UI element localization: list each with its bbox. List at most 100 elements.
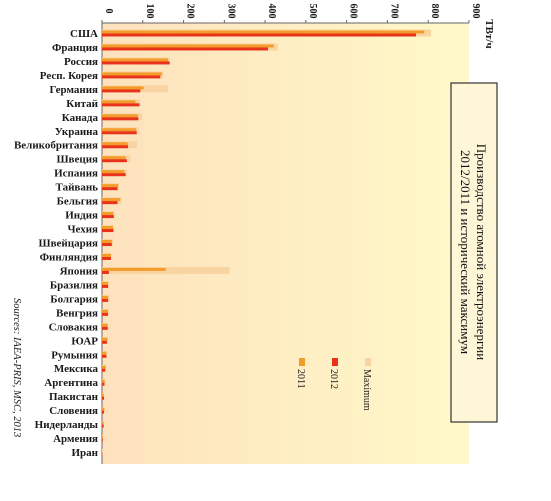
bar-2011 [102,86,144,89]
bar-2011 [102,44,274,47]
bar-2012 [102,355,106,358]
bar-2012 [102,299,108,302]
bar-2011 [102,422,104,425]
bar-2011 [102,380,104,383]
legend-label: 2012 [328,369,339,389]
bar-2012 [102,341,107,344]
legend-swatch [332,358,338,366]
bar-2011 [102,72,162,75]
bar-2012 [102,285,108,288]
x-tick-label: 300 [225,4,236,19]
source-note: Sources: IAEA-PRIS, MSC, 2013 [11,298,22,437]
x-tick-label: 0 [103,9,114,14]
bar-2012 [102,75,160,78]
category-label: Финляндия [40,251,98,263]
bar-2012 [102,215,114,218]
bar-2011 [102,366,106,369]
category-label: Россия [64,56,98,68]
legend-swatch [365,358,371,366]
bar-2012 [102,271,109,274]
category-label: Украина [55,126,99,138]
x-tick-label: 600 [348,4,359,19]
bar-2012 [102,131,137,134]
legend-label: Maximum [361,369,372,411]
bar-2012 [102,187,117,190]
bar-2012 [102,117,138,120]
bar-2012 [102,34,416,37]
category-label: Мексика [54,363,99,375]
category-label: Франция [52,42,98,54]
bar-2012 [102,159,127,162]
category-label: Армения [53,433,98,445]
bar-2011 [102,31,424,34]
x-tick-label: 200 [185,4,196,19]
category-label: Словения [49,405,98,417]
category-label: Венгрия [56,307,98,319]
bar-2012 [102,313,108,316]
bar-2011 [102,226,113,229]
x-tick-label: 400 [266,4,277,19]
category-label: Нидерланды [35,419,99,431]
legend-label: 2011 [295,369,306,389]
bar-2012 [102,201,117,204]
bar-2011 [102,296,108,299]
category-label: Словакия [49,321,98,333]
category-label: Пакистан [49,391,99,403]
x-tick-label: 900 [470,4,481,19]
category-label: Швеция [56,154,98,166]
bar-2011 [102,310,108,313]
category-label: США [70,28,98,40]
bar-2011 [102,394,104,397]
bar-2011 [102,324,108,327]
bar-2012 [102,369,105,372]
title-line: Производство атомной электроэнергии [474,144,489,360]
category-label: Чехия [67,224,98,236]
bar-2011 [102,436,103,439]
bar-2012 [102,47,268,50]
bar-2012 [102,103,140,106]
bar-2012 [102,145,128,148]
bar-2012 [102,439,103,442]
bar-2011 [102,198,120,201]
category-label: Аргентина [44,377,98,389]
bar-2011 [102,212,113,215]
bar-2012 [102,89,140,92]
category-label: Бразилия [50,279,98,291]
category-label: Швейцария [39,238,99,250]
bar-2012 [102,173,126,176]
bar-2011 [102,184,118,187]
category-label: ЮАР [71,335,98,347]
chart-title: Производство атомной электроэнергии2012/… [458,144,489,360]
category-label: Тайвань [56,182,99,194]
x-tick-label: 800 [429,4,440,19]
category-label: Великобритания [14,140,98,152]
bar-2011 [102,128,136,131]
title-line: 2012/2011 и исторический максимум [458,150,473,354]
bar-2011 [102,240,112,243]
bar-2012 [102,383,104,386]
x-tick-label: 100 [144,4,155,19]
bar-2012 [102,257,111,260]
bar-2011 [102,408,104,411]
category-label: Индия [65,210,98,222]
category-label: Бельгия [57,196,98,208]
bar-2012 [102,397,104,400]
bar-2011 [102,142,128,145]
category-label: Румыния [51,349,98,361]
category-label: Иран [71,447,98,459]
category-label: Канада [62,112,99,124]
bar-2011 [102,254,111,257]
bar-2011 [102,114,138,117]
category-label: Респ. Корея [40,70,98,82]
bar-2012 [102,229,113,232]
bar-2011 [102,58,168,61]
bar-2011 [102,338,107,341]
title-box [451,83,497,422]
x-tick-label: 500 [307,4,318,19]
bar-2011 [102,352,106,355]
bar-2011 [102,100,135,103]
bar-2011 [102,156,126,159]
bar-2012 [102,425,104,428]
